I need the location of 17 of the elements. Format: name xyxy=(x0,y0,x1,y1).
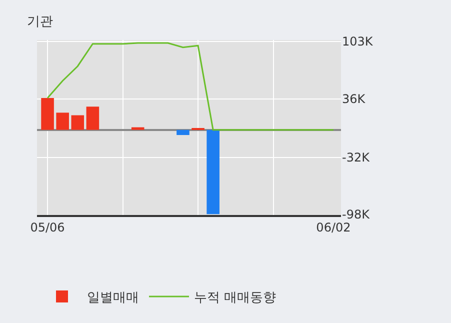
bar xyxy=(86,106,100,130)
bar xyxy=(56,112,69,130)
bar xyxy=(71,115,84,130)
y-tick-label: 36K xyxy=(342,92,366,106)
y-tick-label: 103K xyxy=(342,34,374,48)
y-tick-label: -32K xyxy=(342,150,371,165)
chart-title: 기관 xyxy=(27,14,54,30)
legend-label: 누적 매매동향 xyxy=(194,290,276,306)
x-tick-label: 05/06 xyxy=(30,220,65,234)
bar xyxy=(131,127,144,130)
y-tick-label: -98K xyxy=(342,207,371,222)
bar xyxy=(206,130,220,214)
bar xyxy=(176,130,190,136)
bar xyxy=(41,98,54,130)
x-tick-label: 06/02 xyxy=(316,220,351,234)
line-series xyxy=(46,42,334,131)
legend-label: 일별매매 xyxy=(87,290,139,306)
